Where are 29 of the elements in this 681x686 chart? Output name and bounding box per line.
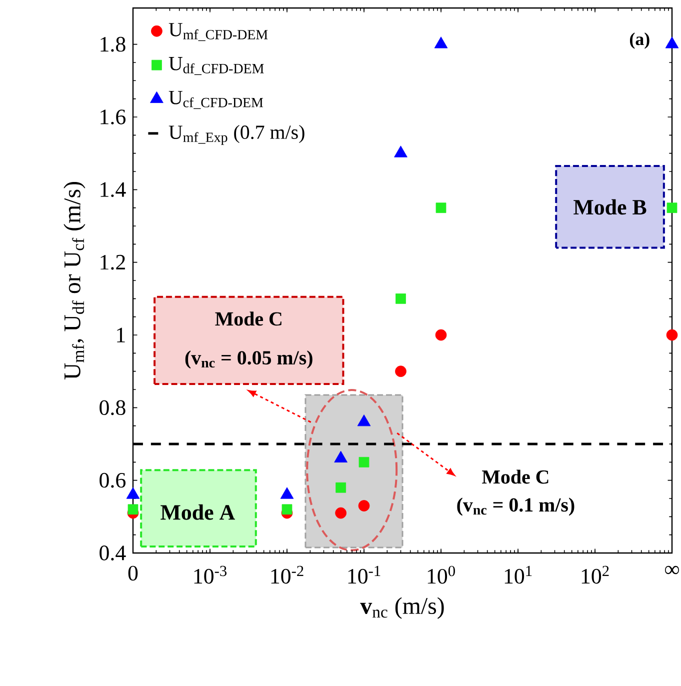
annotation: Mode A xyxy=(160,504,235,520)
y-tick-label: 1 xyxy=(117,328,125,342)
annotation: Mode B xyxy=(574,199,646,215)
x-tick-label: 10$^{0}$ xyxy=(428,566,455,584)
x-tick-label: 10$^{-2}$ xyxy=(271,566,304,584)
annotation: Mode C xyxy=(215,312,282,326)
x-tick-label: 10$^{-3}$ xyxy=(194,566,227,584)
x-tick-label: 0 xyxy=(128,566,138,581)
annotation: (v$_{nc}$ = 0.05 m/s) xyxy=(185,350,312,369)
x-tick-label: 10$^{1}$ xyxy=(504,566,532,584)
y-tick-label: 0.6 xyxy=(100,472,126,488)
annotation: (v$_{nc}$ = 0.1 m/s) xyxy=(457,498,574,516)
y-axis-title: U$_{mf}$, U$_{df}$ or U$_{cf}$ (m/s) xyxy=(64,182,86,380)
annotation: Mode C xyxy=(482,470,548,484)
x-axis-title: v$_{nc}$ (m/s) xyxy=(360,597,444,619)
legend-label: U$_{mf_Exp}$ (0.7 m/s) xyxy=(168,124,304,145)
legend-label: U$_{cf_CFD-DEM}$ xyxy=(168,91,264,109)
y-tick-label: 1.4 xyxy=(100,182,126,198)
y-tick-label: 1.8 xyxy=(100,36,126,52)
x-tick-label: 10$^{-1}$ xyxy=(348,566,380,584)
y-tick-label: 0.4 xyxy=(100,546,126,560)
annotation: (a) xyxy=(630,32,650,49)
legend-label: U$_{df_CFD-DEM}$ xyxy=(168,57,264,75)
legend-label: U$_{mf_CFD-DEM}$ xyxy=(168,23,268,42)
x-tick-label: 10$^{2}$ xyxy=(582,566,609,584)
x-tick-label: ∞ xyxy=(665,566,679,574)
y-tick-label: 0.8 xyxy=(100,400,126,416)
y-tick-label: 1.6 xyxy=(100,110,126,124)
y-tick-label: 1.2 xyxy=(100,254,125,270)
